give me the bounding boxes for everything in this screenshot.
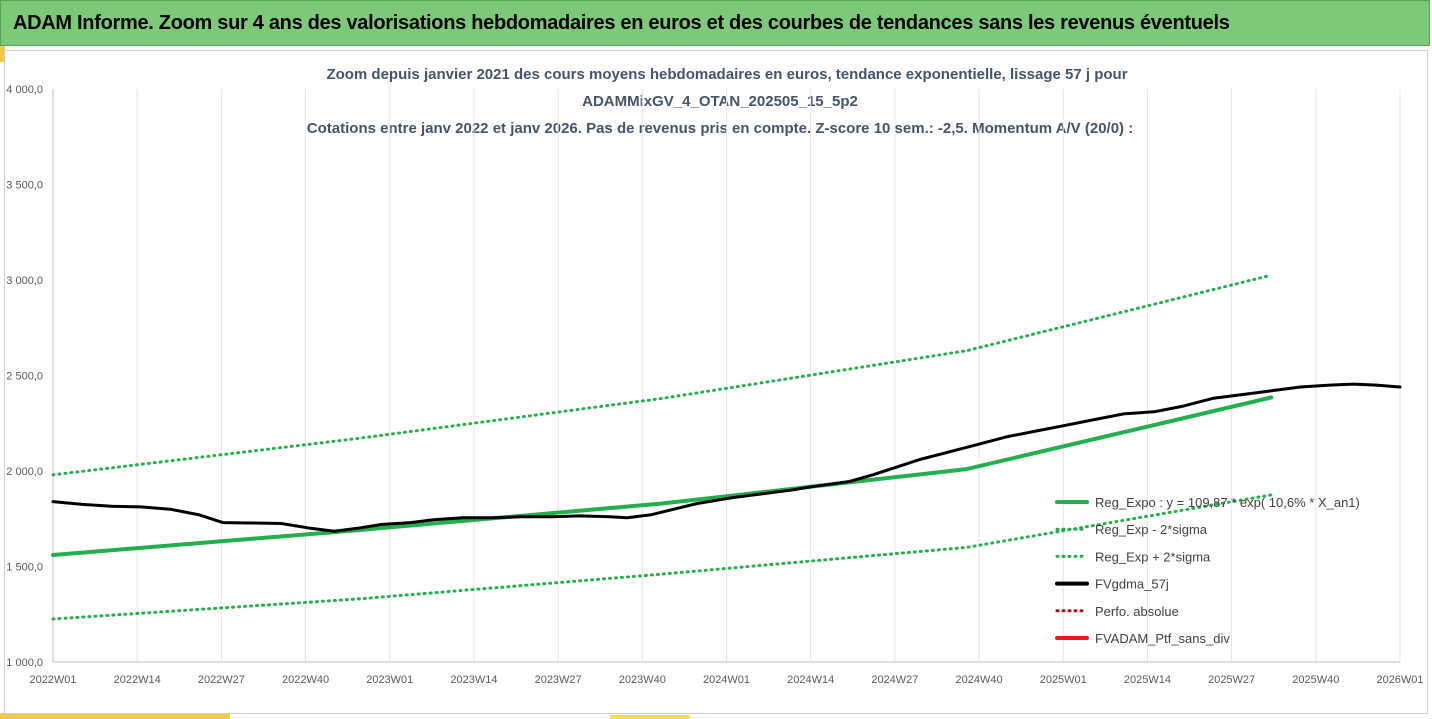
y-tick-label: 1 500,0 (6, 562, 43, 574)
x-tick-label: 2024W14 (787, 674, 834, 686)
y-tick-label: 1 000,0 (6, 657, 43, 669)
x-tick-label: 2025W27 (1208, 674, 1255, 686)
x-tick-label: 2025W01 (1040, 674, 1087, 686)
y-tick-label: 2 500,0 (6, 371, 43, 383)
x-tick-label: 2024W27 (871, 674, 918, 686)
accent-bar-bottom (0, 713, 230, 719)
header-banner: ADAM Informe. Zoom sur 4 ans des valoris… (0, 0, 1430, 46)
x-tick-label: 2022W01 (29, 674, 76, 686)
chart-title: Zoom depuis janvier 2021 des cours moyen… (307, 66, 1133, 137)
legend-label: FVADAM_Ptf_sans_div (1095, 631, 1230, 646)
accent-bar-bottom-center (610, 715, 690, 719)
x-tick-label: 2023W27 (535, 674, 582, 686)
chart-frame (4, 50, 1428, 714)
legend-label: Reg_Expo : y = 109,87 * exp( 10,6% * X_a… (1095, 495, 1360, 510)
x-tick-label: 2022W40 (282, 674, 329, 686)
page-title: ADAM Informe. Zoom sur 4 ans des valoris… (13, 12, 1230, 34)
series-line-regression (51, 395, 1274, 557)
chart-title-line-2: ADAMMixGV_4_OTAN_202505_15_5p2 (582, 93, 858, 110)
x-tick-label: 2025W40 (1292, 674, 1339, 686)
x-tick-label: 2023W14 (450, 674, 497, 686)
legend-label: Perfo. absolue (1095, 604, 1179, 619)
axes: 2022W01 2022W14 2022W27 2022W40 2023W01 2023W… (6, 84, 1423, 686)
series-line-sigma-band (51, 273, 1273, 477)
chart-title-line-1: Zoom depuis janvier 2021 des cours moyen… (326, 66, 1127, 83)
x-tick-label: 2026W01 (1376, 674, 1423, 686)
chart-title-line-3: Cotations entre janv 2022 et janv 2026. … (307, 120, 1133, 137)
grid-lines (52, 89, 1401, 662)
x-tick-label: 2022W27 (198, 674, 245, 686)
legend-label: Reg_Exp - 2*sigma (1095, 522, 1208, 537)
legend-label: FVgdma_57j (1095, 577, 1169, 592)
legend: Reg_Expo : y = 109,87 * exp( 10,6% * X_a… (1055, 495, 1360, 646)
x-tick-label: 2023W40 (619, 674, 666, 686)
x-tick-label: 2023W01 (366, 674, 413, 686)
y-tick-label: 4 000,0 (6, 84, 43, 96)
x-tick-label: 2024W40 (956, 674, 1003, 686)
accent-bar-left (0, 46, 5, 62)
x-tick-label: 2024W01 (703, 674, 750, 686)
y-tick-label: 2 000,0 (6, 466, 43, 478)
x-tick-label: 2025W14 (1124, 674, 1171, 686)
y-tick-label: 3 000,0 (6, 275, 43, 287)
legend-label: Reg_Exp + 2*sigma (1095, 549, 1211, 564)
x-tick-label: 2022W14 (114, 674, 161, 686)
y-tick-label: 3 500,0 (6, 180, 43, 192)
series-line-moving-average (51, 382, 1402, 533)
